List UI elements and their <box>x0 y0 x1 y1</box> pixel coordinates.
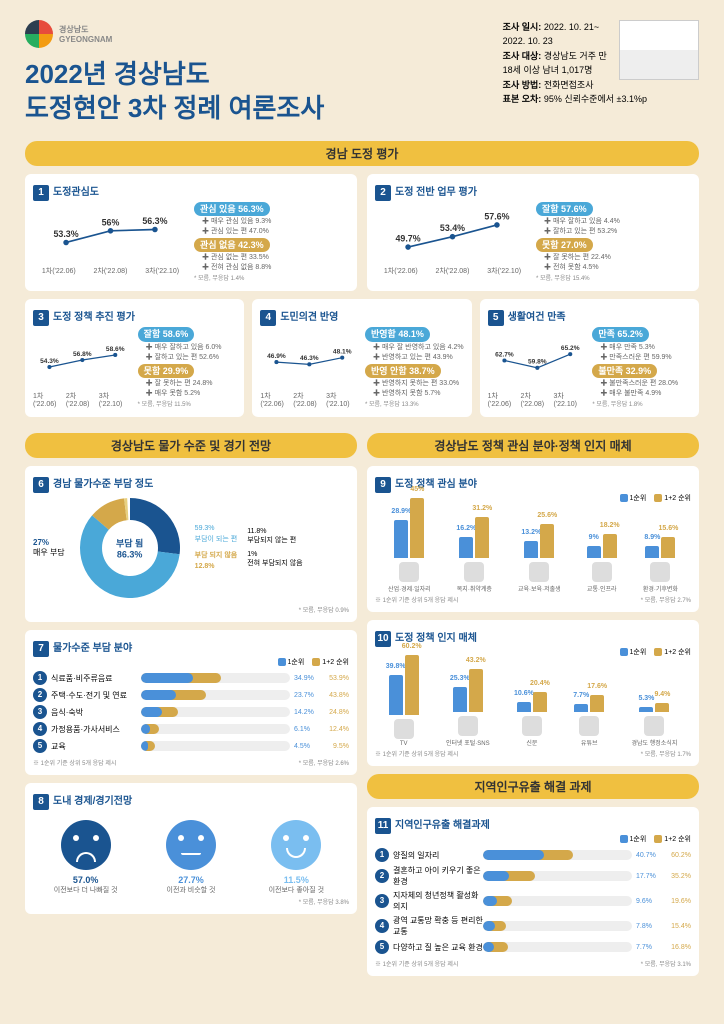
chart-11-bars: 11지역인구유출 해결과제 1순위1+2 순위 1 양질의 일자리 40.7%6… <box>367 807 699 976</box>
eval-row1: 1도정관심도 53.3%56%56.3% 1차('22.06)2차('22.08… <box>25 174 699 292</box>
eval-row2: 3도정 정책 추진 평가 54.3%56.8%58.6% 1차('22.06)2… <box>25 299 699 417</box>
svg-text:57.6%: 57.6% <box>484 211 509 221</box>
header: 경상남도GYEONGNAM 2022년 경상남도 도정현안 3차 정례 여론조사… <box>25 20 699 126</box>
svg-text:49.7%: 49.7% <box>395 233 420 243</box>
svg-text:56%: 56% <box>102 217 120 227</box>
svg-text:53.4%: 53.4% <box>440 223 465 233</box>
logo-name: 경상남도 <box>59 24 112 35</box>
svg-text:54.3%: 54.3% <box>40 358 59 365</box>
illustration <box>619 20 699 80</box>
chart-2: 2도정 전반 업무 평가 49.7%53.4%57.6% 1차('22.06)2… <box>367 174 699 292</box>
svg-text:46.9%: 46.9% <box>267 353 286 360</box>
title-line1: 2022년 경상남도 <box>25 58 324 92</box>
chart-1: 1도정관심도 53.3%56%56.3% 1차('22.06)2차('22.08… <box>25 174 357 292</box>
svg-text:58.6%: 58.6% <box>106 346 125 353</box>
svg-text:48.1%: 48.1% <box>333 349 352 356</box>
svg-text:65.2%: 65.2% <box>561 345 580 352</box>
chart-5: 5생활여건 만족 62.7%59.8%65.2% 1차('22.06)2차('2… <box>480 299 699 417</box>
title-line2: 도정현안 3차 정례 여론조사 <box>25 92 324 126</box>
chart-6-donut: 6경남 물가수준 부담 정도 27%매우 부담 부담 됨86.3% 59.3%부… <box>25 466 357 622</box>
chart-8-faces: 8도내 경제/경기전망 57.0% 이전보다 더 나빠질 것 27.7% 이전과… <box>25 783 357 914</box>
logo-icon <box>25 20 53 48</box>
chart-4: 4도민의견 반영 46.9%46.3%48.1% 1차('22.06)2차('2… <box>252 299 471 417</box>
section-pop-title: 지역인구유출 해결 과제 <box>367 774 699 799</box>
svg-text:59.8%: 59.8% <box>528 359 547 366</box>
logo: 경상남도GYEONGNAM <box>25 20 324 48</box>
chart-3: 3도정 정책 추진 평가 54.3%56.8%58.6% 1차('22.06)2… <box>25 299 244 417</box>
chart-10-cols: 10도정 정책 인지 매체 1순위1+2 순위 39.8% 60.2% TV 2… <box>367 620 699 766</box>
section-eval-title: 경남 도정 평가 <box>25 141 699 166</box>
svg-text:56.3%: 56.3% <box>142 216 167 226</box>
section-policy-title: 경상남도 정책 관심 분야·정책 인지 매체 <box>367 433 699 458</box>
svg-text:46.3%: 46.3% <box>300 356 319 363</box>
chart-7-bars: 7물가수준 부담 분야 1순위1+2 순위 1 식료품·비주류음료 34.9%5… <box>25 630 357 775</box>
svg-text:62.7%: 62.7% <box>495 352 514 359</box>
logo-sub: GYEONGNAM <box>59 35 112 44</box>
section-price-title: 경상남도 물가 수준 및 경기 전망 <box>25 433 357 458</box>
svg-text:56.8%: 56.8% <box>73 351 92 358</box>
svg-text:53.3%: 53.3% <box>53 229 78 239</box>
chart-9-cols: 9도정 정책 관심 분야 1순위1+2 순위 28.9% 45% 산업·경제·일… <box>367 466 699 612</box>
